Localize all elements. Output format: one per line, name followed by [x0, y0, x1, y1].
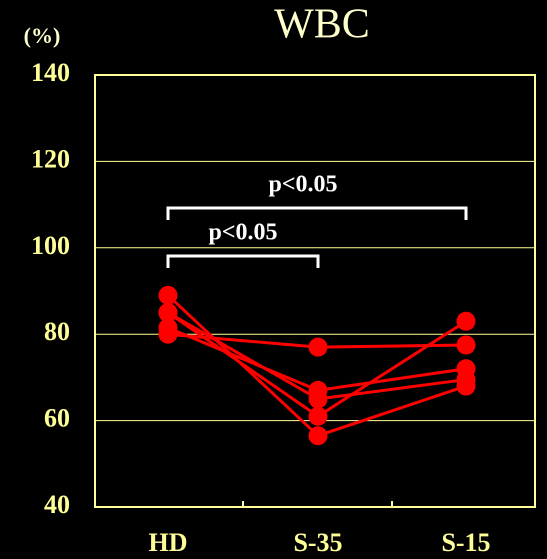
data-point — [456, 335, 476, 355]
data-point — [308, 426, 328, 446]
data-point — [158, 285, 178, 305]
y-unit-label: (%) — [24, 23, 61, 48]
y-tick-label: 140 — [31, 58, 70, 87]
data-point — [308, 389, 328, 409]
x-tick-label: HD — [149, 528, 188, 557]
y-tick-label: 40 — [44, 490, 70, 519]
x-tick-label: S-15 — [441, 528, 490, 557]
significance-bracket — [166, 206, 468, 220]
annotation: p<0.05 — [268, 172, 337, 198]
chart-title: WBC — [274, 2, 370, 48]
data-point — [158, 318, 178, 338]
data-point — [308, 406, 328, 426]
data-point — [308, 337, 328, 357]
data-point — [456, 370, 476, 390]
y-tick-label: 100 — [31, 231, 70, 260]
data-point — [158, 303, 178, 323]
data-point — [456, 311, 476, 331]
y-tick-label: 80 — [44, 317, 70, 346]
x-tick-label: S-35 — [293, 528, 342, 557]
significance-bracket — [166, 254, 320, 268]
plot-frame — [94, 74, 536, 508]
y-tick-label: 120 — [31, 144, 70, 173]
y-tick-label: 60 — [44, 404, 70, 433]
annotation: p<0.05 — [208, 220, 277, 246]
